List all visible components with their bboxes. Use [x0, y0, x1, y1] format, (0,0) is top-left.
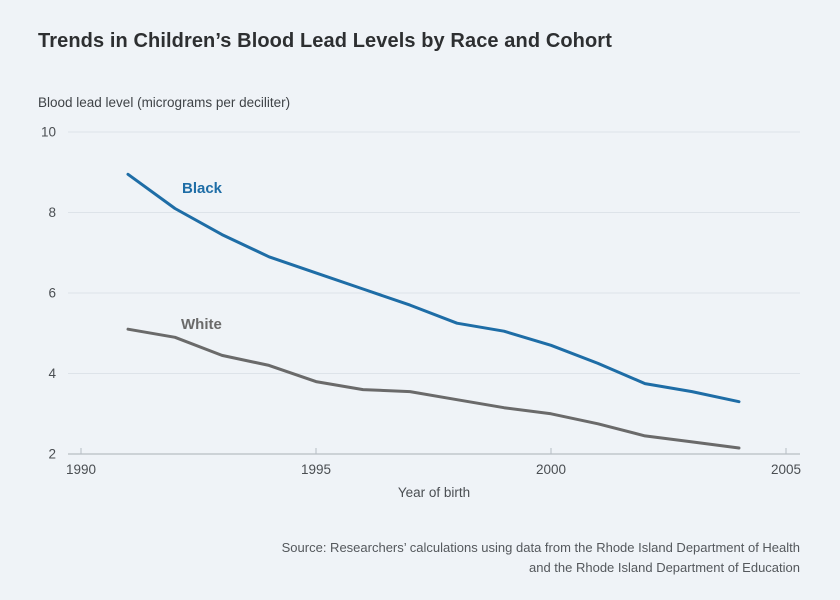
y-tick-label: 8 — [48, 205, 56, 220]
series-line-black — [126, 172, 741, 404]
y-tick-label: 2 — [48, 447, 56, 462]
y-tick-label: 10 — [41, 125, 56, 140]
source-line-1: Source: Researchers’ calculations using … — [281, 540, 800, 555]
source-note: Source: Researchers’ calculations using … — [282, 538, 800, 578]
y-tick-label: 6 — [48, 286, 56, 301]
x-tick-label: 1990 — [66, 462, 96, 477]
series-label-white: White — [181, 316, 222, 333]
x-tick-label: 2005 — [771, 462, 801, 477]
x-tick-label: 2000 — [536, 462, 566, 477]
source-line-2: and the Rhode Island Department of Educa… — [528, 560, 800, 575]
series-label-black: Black — [182, 180, 223, 197]
x-axis-title: Year of birth — [397, 485, 471, 500]
y-tick-label: 4 — [48, 366, 56, 381]
series-line-white — [126, 327, 741, 450]
x-tick-label: 1995 — [301, 462, 331, 477]
y-axis-unit-label: Blood lead level (micrograms per decilit… — [38, 95, 291, 110]
chart-title: Trends in Children’s Blood Lead Levels b… — [38, 30, 612, 52]
